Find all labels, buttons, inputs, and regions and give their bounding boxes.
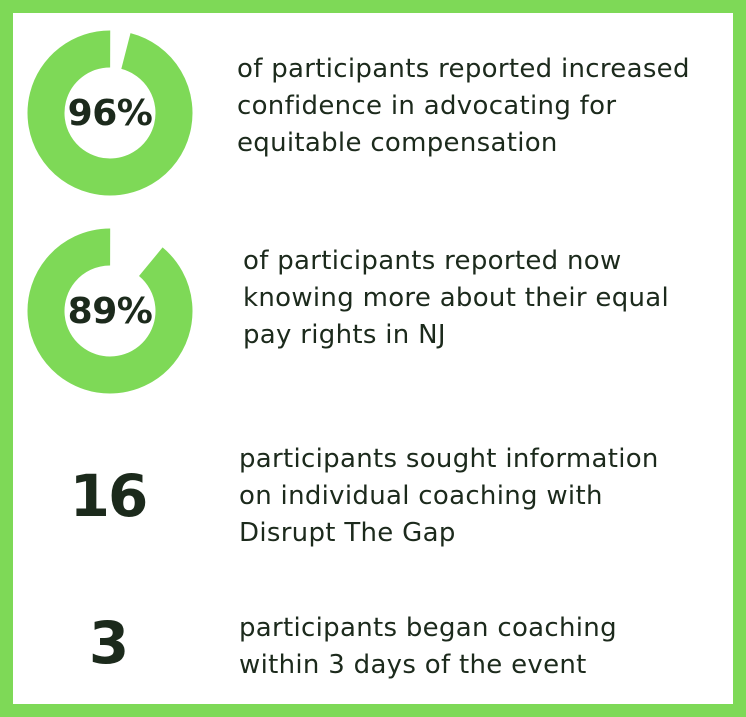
description-line: within 3 days of the event (239, 650, 587, 680)
description-line: on individual coaching with (239, 481, 603, 511)
description-line: equitable compensation (237, 128, 558, 158)
stat-description: of participants reported now knowing mor… (243, 243, 669, 354)
description-line: of participants reported increased (237, 54, 690, 84)
description-line: participants sought information (239, 444, 659, 474)
ring-arc (27, 30, 193, 196)
stat-value: 96% (67, 92, 153, 134)
progress-ring-89: 89% (27, 228, 193, 394)
stat-value: 3 (88, 609, 129, 677)
stat-description: participants began coaching within 3 day… (239, 610, 617, 684)
description-line: knowing more about their equal (243, 283, 670, 313)
description-line: of participants reported now (243, 246, 622, 276)
progress-ring-96: 96% (27, 30, 193, 196)
stat-description: of participants reported increased confi… (237, 51, 690, 162)
stat-value: 89% (67, 290, 153, 332)
description-line: pay rights in NJ (243, 320, 446, 350)
stats-card: 96% of participants reported increased c… (13, 13, 733, 704)
description-line: Disrupt The Gap (239, 518, 456, 548)
ring-arc (27, 228, 193, 394)
stat-description: participants sought information on indiv… (239, 441, 659, 552)
stat-value: 16 (69, 462, 149, 530)
ring-graphic (27, 30, 193, 196)
description-line: confidence in advocating for (237, 91, 617, 121)
ring-graphic (27, 228, 193, 394)
description-line: participants began coaching (239, 613, 617, 643)
